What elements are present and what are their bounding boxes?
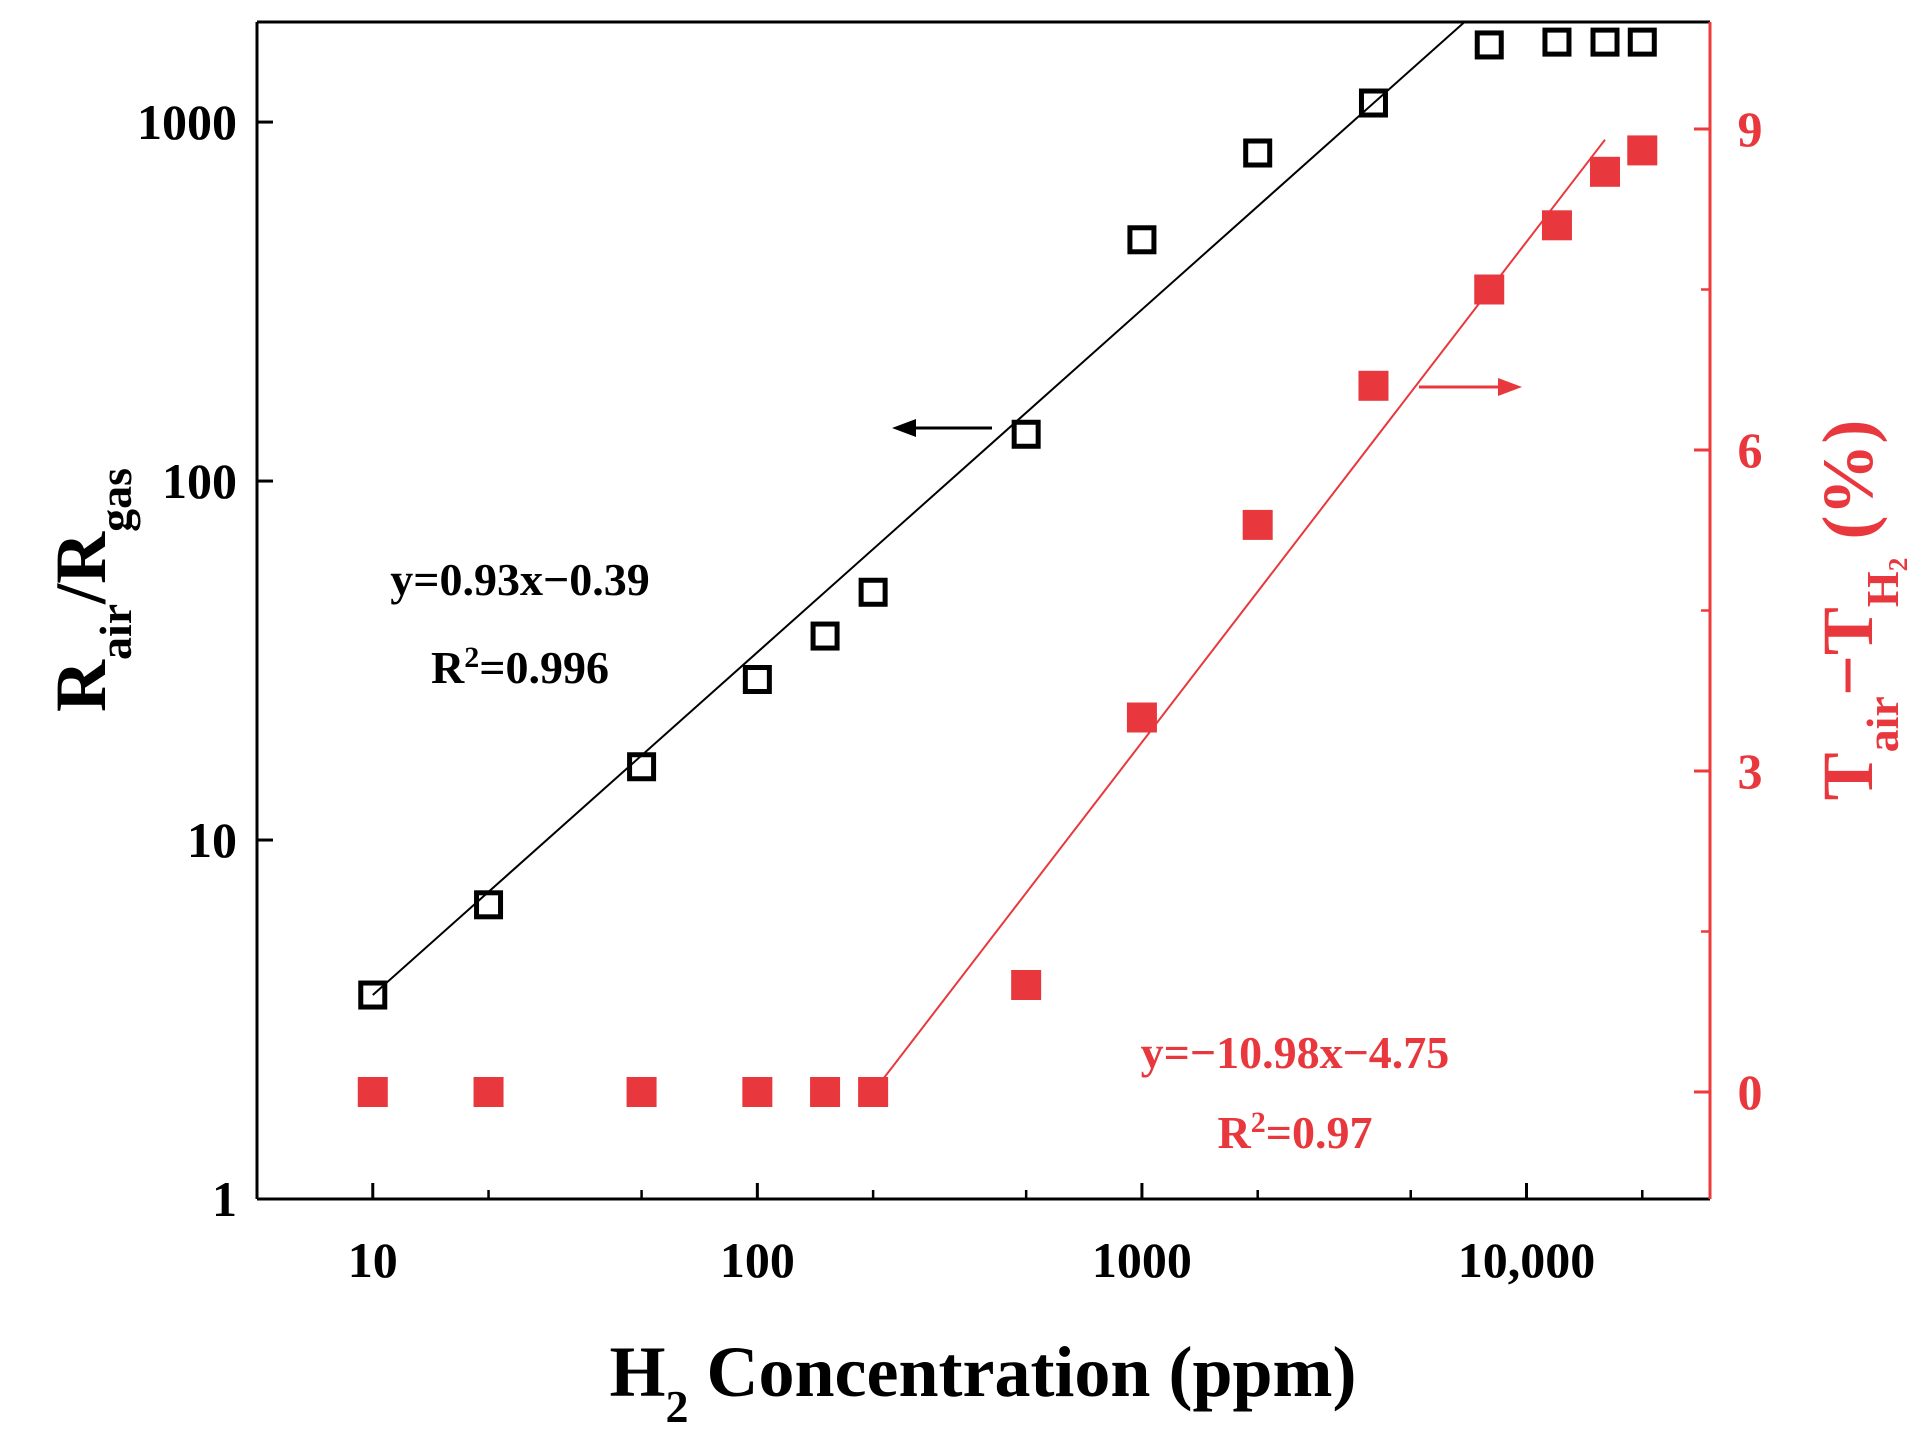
tair-th2-point (626, 1077, 657, 1107)
left-fit-r2: R2=0.996 (431, 641, 609, 694)
rair-rgas-point (1542, 27, 1572, 57)
rair-rgas-point (858, 577, 888, 607)
rair-rgas-point (1243, 138, 1273, 168)
rair-rgas-point (810, 621, 840, 651)
tair-th2-point (858, 1077, 889, 1107)
right-fit-equation: y=−10.98x−4.75 (1141, 1027, 1450, 1078)
rair-rgas-point (742, 665, 772, 695)
right-y-tick-label: 3 (1738, 743, 1763, 799)
right-y-tick-label: 6 (1738, 422, 1763, 478)
left-y-tick-label: 10 (187, 812, 237, 868)
rair-rgas-point (1474, 30, 1504, 60)
rair-rgas-point (1627, 27, 1657, 57)
right-y-tick-label: 0 (1738, 1064, 1763, 1120)
rair-rgas-point (474, 890, 504, 920)
tair-th2-point (1474, 274, 1505, 305)
plot-frame (255, 20, 1712, 1201)
x-tick-label: 100 (720, 1232, 795, 1288)
tair-th2-point (357, 1077, 388, 1107)
tair-th2-point (1627, 135, 1658, 166)
x-tick-label: 1000 (1092, 1232, 1192, 1288)
left-fit-line (372, 21, 1466, 996)
rair-rgas-point (1358, 88, 1388, 118)
right-y-tick-label: 9 (1738, 101, 1763, 157)
left-fit-equation: y=0.93x−0.39 (390, 554, 649, 605)
tair-th2-point (1242, 509, 1273, 540)
tair-th2-point (742, 1077, 773, 1107)
left-arrow (892, 419, 992, 437)
x-axis-ticks: 10 100 1000 10,000 (348, 1183, 1644, 1288)
rair-rgas-point (1011, 419, 1041, 449)
tair-th2-point (1541, 210, 1572, 241)
tair-th2-point (1590, 156, 1621, 187)
x-tick-label: 10 (348, 1232, 398, 1288)
right-y-axis-title: Tair−TH₂ (%) (1808, 420, 1907, 801)
tair-th2-point (1126, 702, 1157, 733)
series-rair-rgas (358, 27, 1657, 1010)
series-tair-th2 (357, 135, 1658, 1107)
left-y-tick-label: 100 (162, 453, 237, 509)
tair-th2-point (473, 1077, 504, 1107)
right-y-axis-ticks: 0 3 6 9 (1694, 101, 1763, 1120)
left-y-tick-label: 1 (212, 1171, 237, 1227)
x-tick-label: 10,000 (1458, 1232, 1596, 1288)
rair-rgas-point (1590, 27, 1620, 57)
left-y-axis-title: Rair/Rgas (41, 468, 141, 712)
rair-rgas-point (627, 752, 657, 782)
right-fit-r2: R2=0.97 (1218, 1106, 1373, 1159)
rair-rgas-point (1127, 225, 1157, 255)
right-arrow (1419, 378, 1522, 396)
x-axis-title: H2 Concentration (ppm) (610, 1332, 1357, 1432)
left-y-axis-ticks: 1 10 100 1000 (137, 94, 273, 1227)
left-y-tick-label: 1000 (137, 94, 237, 150)
rair-rgas-point (358, 980, 388, 1010)
tair-th2-point (810, 1077, 841, 1107)
tair-th2-point (1011, 970, 1042, 1000)
tair-th2-point (1358, 370, 1389, 401)
